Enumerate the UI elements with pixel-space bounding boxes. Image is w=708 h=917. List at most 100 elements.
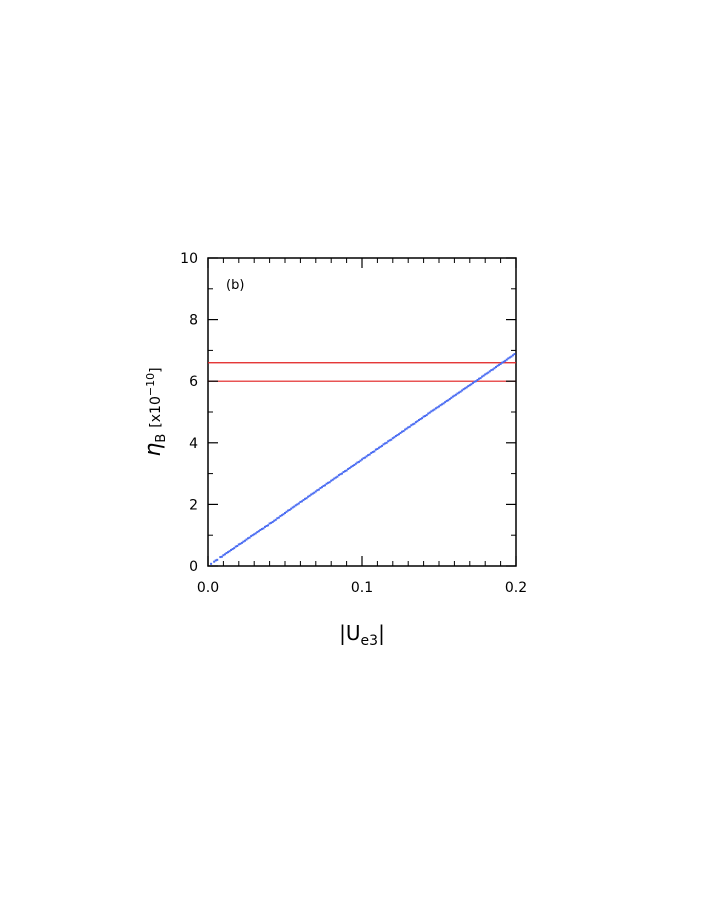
- data-point: [399, 431, 402, 434]
- data-point: [351, 464, 354, 467]
- data-point: [459, 390, 462, 393]
- data-point: [376, 447, 379, 450]
- data-point: [337, 474, 340, 477]
- data-point: [225, 552, 228, 555]
- data-point: [485, 372, 488, 375]
- data-point: [431, 409, 434, 412]
- data-point: [391, 437, 394, 440]
- data-point: [357, 460, 360, 463]
- data-point: [288, 508, 291, 511]
- data-point: [223, 553, 226, 556]
- x-axis-label-base: |U: [339, 621, 360, 645]
- data-point: [339, 473, 342, 476]
- data-point: [421, 417, 424, 420]
- data-point: [333, 477, 336, 480]
- y-tick-label: 8: [189, 313, 198, 329]
- data-point: [434, 407, 437, 410]
- data-point: [438, 405, 440, 408]
- data-point: [445, 399, 448, 402]
- data-point: [322, 484, 325, 487]
- data-point: [350, 465, 353, 468]
- data-point: [508, 356, 511, 359]
- data-point: [467, 385, 470, 388]
- reference-lines: [208, 362, 516, 382]
- data-point: [353, 463, 356, 466]
- data-point: [293, 505, 296, 508]
- data-point: [388, 439, 391, 442]
- data-point: [453, 394, 456, 397]
- data-point: [490, 369, 493, 372]
- data-point: [499, 362, 502, 365]
- data-point: [496, 364, 499, 367]
- data-point: [458, 391, 461, 394]
- data-point: [465, 386, 468, 389]
- data-point: [214, 559, 217, 562]
- data-point: [251, 534, 254, 537]
- data-point: [407, 426, 410, 429]
- data-point: [222, 554, 225, 557]
- data-point: [481, 375, 484, 378]
- data-point: [256, 531, 259, 534]
- data-point: [296, 503, 299, 506]
- data-point: [410, 424, 413, 427]
- data-point: [442, 402, 445, 405]
- data-point: [405, 427, 408, 430]
- data-point: [507, 357, 510, 360]
- data-point: [354, 462, 357, 465]
- data-point: [387, 440, 390, 443]
- data-point: [368, 453, 371, 456]
- data-point: [494, 366, 497, 369]
- data-point: [502, 360, 505, 363]
- data-point: [345, 469, 348, 472]
- data-point: [328, 481, 331, 484]
- data-point: [242, 540, 245, 543]
- data-point: [233, 547, 236, 550]
- data-point: [470, 383, 473, 386]
- data-point: [425, 414, 428, 417]
- data-point: [362, 457, 365, 460]
- data-point: [336, 475, 339, 478]
- data-point: [501, 361, 504, 364]
- data-point: [377, 446, 380, 449]
- data-point: [504, 359, 507, 362]
- data-point: [317, 488, 320, 491]
- data-point: [331, 478, 334, 481]
- data-point: [427, 412, 430, 415]
- data-point: [267, 524, 270, 527]
- plot-frame: [207, 257, 517, 567]
- data-point: [297, 502, 300, 505]
- data-point: [240, 541, 243, 544]
- data-point: [419, 418, 422, 421]
- data-point: [243, 539, 246, 542]
- y-tick-label: 4: [189, 436, 198, 452]
- data-point: [348, 467, 351, 470]
- axis-ticks: [207, 257, 517, 567]
- data-point: [219, 556, 222, 559]
- data-point: [511, 354, 514, 357]
- data-point: [274, 518, 277, 521]
- data-point: [373, 450, 376, 453]
- data-point: [342, 471, 345, 474]
- data-point: [299, 500, 302, 503]
- x-tick-label: 0.1: [351, 580, 373, 596]
- data-point: [404, 428, 407, 431]
- data-point: [447, 399, 450, 402]
- data-point: [390, 438, 393, 441]
- data-point: [493, 367, 496, 370]
- data-point: [325, 482, 328, 485]
- data-point: [461, 389, 464, 392]
- data-point: [413, 422, 416, 425]
- data-point: [236, 544, 239, 547]
- data-point: [462, 388, 465, 391]
- data-point: [277, 516, 280, 519]
- data-point: [411, 423, 414, 426]
- data-point: [239, 542, 242, 545]
- data-point: [270, 521, 273, 524]
- data-point: [397, 433, 400, 436]
- x-axis-label-close: |: [378, 621, 385, 645]
- data-point: [253, 533, 256, 536]
- y-axis-label-exponent: −10: [144, 373, 157, 396]
- data-point: [478, 377, 481, 380]
- data-point: [308, 494, 311, 497]
